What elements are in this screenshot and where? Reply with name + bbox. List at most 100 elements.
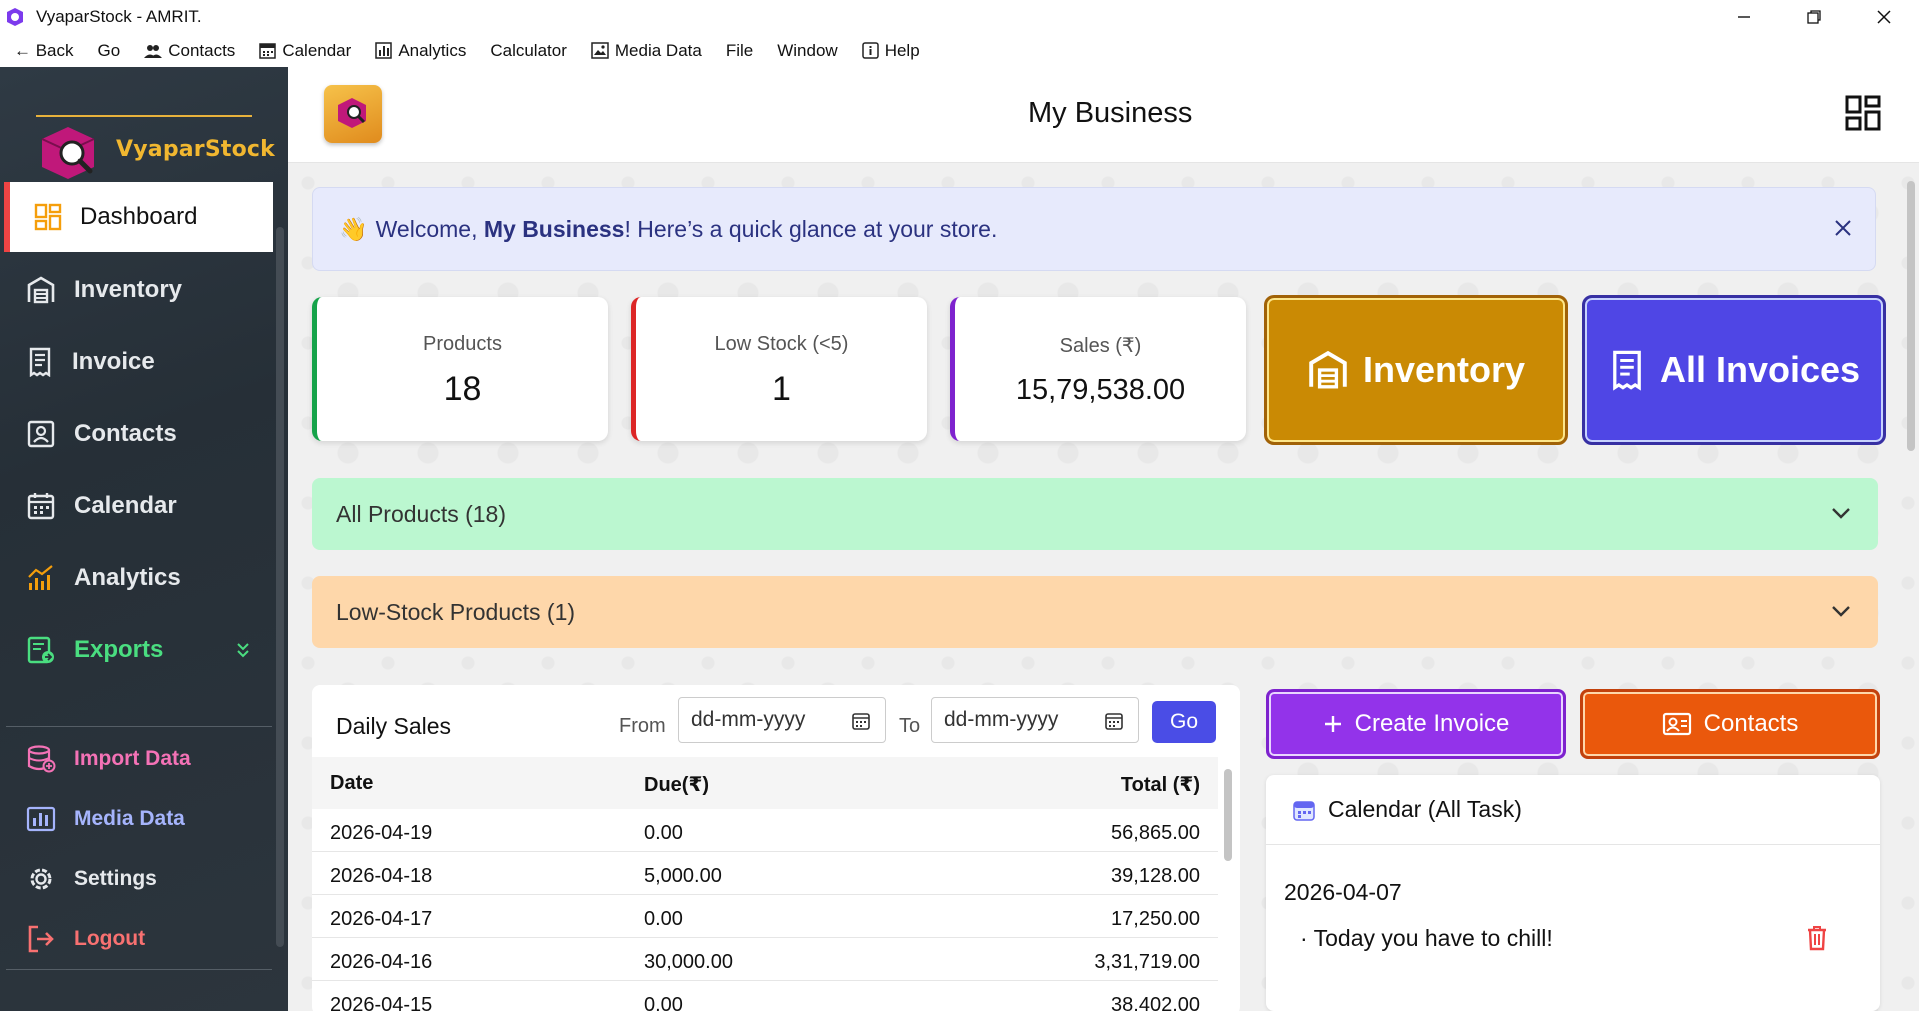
menu-file[interactable]: File [725,40,754,60]
calendar-tasks-panel: Calendar (All Task) 2026-04-07 · Today y… [1266,775,1880,1011]
wave-icon: 👋 [339,215,368,242]
business-name: My Business [483,215,625,242]
sidebar-logo: VyaparStock [36,115,275,187]
task-date: 2026-04-07 [1284,879,1402,905]
table-row: 2026-04-15 0.00 38,402.00 [312,981,1218,1011]
from-label: From [619,715,666,737]
welcome-banner: 👋 Welcome, My Business! Here’s a quick g… [312,187,1876,271]
close-button[interactable] [1854,0,1914,34]
menu-back[interactable]: ← Back [14,40,74,60]
table-row: 2026-04-18 5,000.00 39,128.00 [312,852,1218,895]
dashboard-icon [34,203,62,231]
table-row: 2026-04-19 0.00 56,865.00 [312,809,1218,852]
calendar-picker-icon[interactable] [851,711,871,731]
image-icon [591,42,609,59]
close-icon [1877,10,1891,24]
calendar-icon [259,43,277,59]
calendar-icon [1293,800,1315,821]
plus-icon [1324,716,1341,732]
create-invoice-button[interactable]: Create Invoice [1266,689,1566,759]
stat-card-sales: Sales (₹) 15,79,538.00 [950,297,1246,441]
stat-card-low-stock: Low Stock (<5) 1 [631,297,927,441]
sidebar-item-contacts[interactable]: Contacts [0,399,274,469]
all-invoices-button[interactable]: All Invoices [1582,295,1886,445]
task-text: · Today you have to chill! [1300,925,1553,951]
inventory-button[interactable]: Inventory [1264,295,1568,445]
contact-card-icon [1662,712,1691,736]
receipt-icon [29,347,51,377]
dashboard-main: 👋 Welcome, My Business! Here’s a quick g… [288,163,1919,1011]
sidebar-item-settings[interactable]: Settings [0,851,274,907]
table-row: 2026-04-16 30,000.00 3,31,719.00 [312,938,1218,981]
menu-calendar[interactable]: Calendar [259,41,351,61]
sidebar-item-calendar[interactable]: Calendar [0,471,274,541]
menu-help[interactable]: Help [861,41,920,61]
grid-icon [1845,95,1881,131]
sidebar-item-media-data[interactable]: Media Data [0,791,274,847]
contact-card-icon [27,420,55,448]
all-products-accordion[interactable]: All Products (18) [312,478,1878,550]
delete-task-button[interactable] [1806,925,1828,951]
close-icon [1835,220,1851,236]
chevron-down-icon [1832,508,1850,519]
sidebar-item-dashboard[interactable]: Dashboard [4,182,273,252]
title-bar: VyaparStock - AMRIT. [0,0,1919,34]
export-icon [27,636,54,664]
sidebar-item-import-data[interactable]: Import Data [0,731,274,787]
table-header: Date Due(₹) Total (₹) [312,757,1218,809]
layout-menu-button[interactable] [1845,95,1881,131]
sidebar-item-logout[interactable]: Logout [0,911,274,967]
logo-text: VyaparStock [116,137,276,162]
gear-icon [30,868,52,890]
to-label: To [899,715,921,737]
app-header: My Business [288,67,1919,163]
app-icon [7,8,23,26]
menu-window[interactable]: Window [777,40,838,60]
from-date-input[interactable]: dd-mm-yyyy [678,697,886,743]
sidebar: VyaparStock Dashboard Inventory Invoice … [0,67,288,1011]
info-icon [861,42,879,59]
warehouse-icon [27,276,55,304]
trash-icon [1808,926,1826,951]
bar-chart-icon [375,42,393,59]
chevron-double-down-icon [237,643,249,658]
sidebar-item-inventory[interactable]: Inventory [0,255,274,325]
table-scrollbar[interactable] [1224,769,1232,861]
logo-icon [41,127,95,179]
chevron-down-icon [1832,606,1850,617]
sidebar-item-analytics[interactable]: Analytics [0,543,274,613]
menu-contacts[interactable]: Contacts [144,41,235,61]
menu-go[interactable]: Go [97,40,121,60]
daily-sales-title: Daily Sales [336,713,452,739]
sidebar-item-invoice[interactable]: Invoice [0,327,274,397]
logo-icon [338,98,366,128]
low-stock-accordion[interactable]: Low-Stock Products (1) [312,576,1878,648]
warehouse-icon [1309,350,1347,389]
receipt-icon [1613,350,1641,391]
restore-icon [1807,10,1821,24]
main-scrollbar[interactable] [1907,181,1915,451]
go-button[interactable]: Go [1152,701,1216,743]
daily-sales-panel: Daily Sales From dd-mm-yyyy To dd-mm-yyy… [312,685,1240,1011]
stat-card-products: Products 18 [312,297,608,441]
media-icon [26,806,56,832]
people-icon [144,44,163,58]
sidebar-scrollbar[interactable] [276,227,284,947]
minimize-button[interactable] [1714,0,1774,34]
analytics-icon [28,565,53,590]
menu-calculator[interactable]: Calculator [490,40,567,60]
close-welcome-button[interactable] [1833,218,1853,238]
calendar-icon [27,493,55,520]
restore-button[interactable] [1784,0,1844,34]
logout-icon [28,925,54,953]
to-date-input[interactable]: dd-mm-yyyy [931,697,1139,743]
menu-media-data[interactable]: Media Data [591,41,702,61]
menu-analytics[interactable]: Analytics [375,41,466,61]
contacts-button[interactable]: Contacts [1580,689,1880,759]
calendar-picker-icon[interactable] [1104,711,1124,731]
header-logo [324,85,382,143]
sidebar-item-exports[interactable]: Exports [0,615,274,685]
menu-bar: ← Back Go Contacts Calendar Analytics Ca… [0,34,1919,67]
minimize-icon [1738,16,1750,18]
calendar-panel-header: Calendar (All Task) [1266,775,1880,845]
